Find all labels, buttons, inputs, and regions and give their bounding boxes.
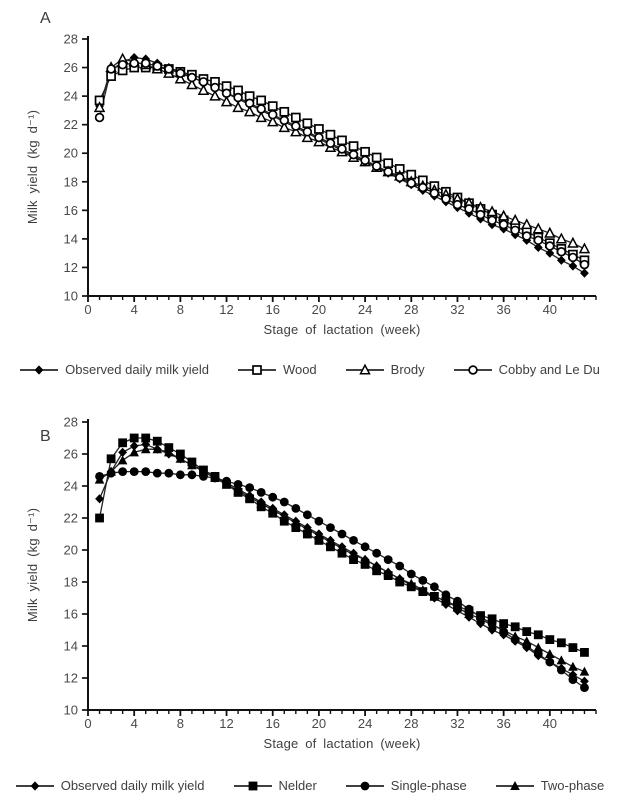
legend-panel-a: Observed daily milk yield Wood Brody Cob… xyxy=(0,362,619,377)
legend-item-cobby: Cobby and Le Du xyxy=(453,362,600,377)
svg-text:40: 40 xyxy=(543,716,557,731)
circle-filled-marker-icon xyxy=(345,779,385,793)
svg-text:24: 24 xyxy=(64,479,78,494)
svg-text:28: 28 xyxy=(64,415,78,430)
legend-label: Single-phase xyxy=(390,778,467,793)
legend-item-nelder: Nelder xyxy=(233,778,317,793)
svg-text:16: 16 xyxy=(64,607,78,622)
legend-label: Brody xyxy=(390,362,425,377)
svg-text:22: 22 xyxy=(64,117,78,132)
legend-label: Cobby and Le Du xyxy=(498,362,600,377)
svg-text:14: 14 xyxy=(64,639,78,654)
svg-text:12: 12 xyxy=(64,260,78,275)
svg-text:36: 36 xyxy=(496,302,510,317)
legend-panel-b: Observed daily milk yield Nelder Single-… xyxy=(0,778,619,793)
svg-text:28: 28 xyxy=(404,302,418,317)
svg-text:24: 24 xyxy=(358,716,372,731)
legend-item-observed: Observed daily milk yield xyxy=(19,362,209,377)
svg-text:16: 16 xyxy=(64,203,78,218)
svg-text:32: 32 xyxy=(450,302,464,317)
legend-label: Wood xyxy=(282,362,317,377)
svg-text:8: 8 xyxy=(177,302,184,317)
svg-text:24: 24 xyxy=(64,89,78,104)
svg-text:26: 26 xyxy=(64,60,78,75)
svg-text:4: 4 xyxy=(131,716,138,731)
svg-text:12: 12 xyxy=(219,302,233,317)
panel-a-letter: A xyxy=(40,10,51,27)
square-filled-marker-icon xyxy=(233,779,273,793)
legend-item-brody: Brody xyxy=(345,362,425,377)
svg-text:12: 12 xyxy=(64,671,78,686)
svg-text:40: 40 xyxy=(543,302,557,317)
svg-text:16: 16 xyxy=(265,716,279,731)
svg-text:14: 14 xyxy=(64,231,78,246)
svg-text:28: 28 xyxy=(404,716,418,731)
svg-text:18: 18 xyxy=(64,174,78,189)
triangle-open-marker-icon xyxy=(345,363,385,377)
svg-text:22: 22 xyxy=(64,511,78,526)
legend-label: Observed daily milk yield xyxy=(65,362,209,377)
svg-text:10: 10 xyxy=(64,289,78,304)
square-open-marker-icon xyxy=(237,363,277,377)
triangle-filled-marker-icon xyxy=(495,779,535,793)
svg-text:32: 32 xyxy=(450,716,464,731)
svg-text:28: 28 xyxy=(64,32,78,47)
legend-label: Nelder xyxy=(278,778,317,793)
svg-text:8: 8 xyxy=(177,716,184,731)
svg-text:36: 36 xyxy=(496,716,510,731)
svg-text:20: 20 xyxy=(64,146,78,161)
legend-item-single-phase: Single-phase xyxy=(345,778,467,793)
diamond-filled-marker-icon xyxy=(19,363,59,377)
svg-text:24: 24 xyxy=(358,302,372,317)
svg-text:4: 4 xyxy=(131,302,138,317)
svg-text:20: 20 xyxy=(64,543,78,558)
svg-text:20: 20 xyxy=(312,302,326,317)
legend-item-two-phase: Two-phase xyxy=(495,778,605,793)
legend-item-observed: Observed daily milk yield xyxy=(15,778,205,793)
svg-text:0: 0 xyxy=(84,302,91,317)
legend-label: Observed daily milk yield xyxy=(60,778,205,793)
svg-text:12: 12 xyxy=(219,716,233,731)
legend-label: Two-phase xyxy=(540,778,605,793)
svg-text:10: 10 xyxy=(64,703,78,718)
x-axis-label-a: Stage of lactation (week) xyxy=(263,322,421,337)
panel-b-letter: B xyxy=(40,428,51,445)
svg-text:0: 0 xyxy=(84,716,91,731)
y-axis-label-b: Milk yield (kg d⁻¹) xyxy=(25,507,40,623)
legend-item-wood: Wood xyxy=(237,362,317,377)
diamond-filled-marker-icon xyxy=(15,779,55,793)
x-axis-label-b: Stage of lactation (week) xyxy=(263,736,421,751)
svg-text:16: 16 xyxy=(265,302,279,317)
svg-text:20: 20 xyxy=(312,716,326,731)
y-axis-label-a: Milk yield (kg d⁻¹) xyxy=(25,109,40,225)
svg-text:26: 26 xyxy=(64,447,78,462)
svg-text:18: 18 xyxy=(64,575,78,590)
circle-open-marker-icon xyxy=(453,363,493,377)
